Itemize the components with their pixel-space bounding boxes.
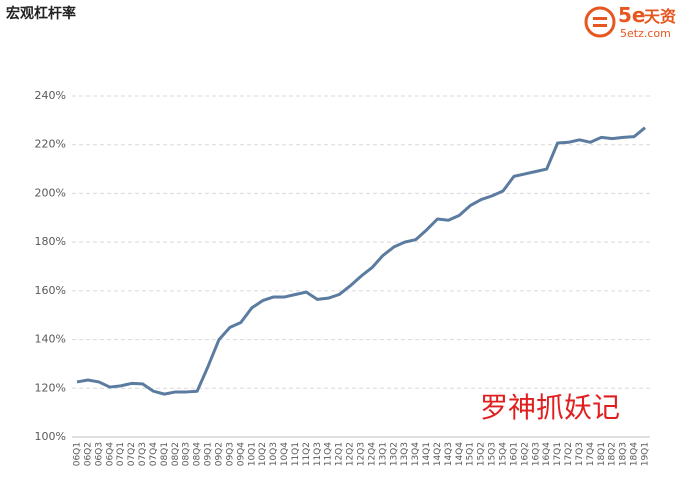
- x-tick-label: 07Q1: [116, 442, 126, 466]
- x-tick-label: 06Q1: [73, 442, 83, 466]
- y-tick-label: 220%: [35, 138, 66, 151]
- x-tick-label: 19Q1: [641, 442, 651, 466]
- x-tick-label: 17Q4: [586, 442, 596, 467]
- x-tick-label: 10Q1: [247, 442, 257, 466]
- x-tick-label: 07Q4: [149, 442, 159, 467]
- x-tick-label: 12Q2: [346, 442, 356, 466]
- x-tick-label: 15Q3: [488, 442, 498, 466]
- logo-icon-bar: [593, 17, 607, 20]
- x-tick-label: 12Q4: [367, 442, 377, 467]
- chart-title: 宏观杠杆率: [6, 5, 76, 22]
- y-tick-label: 120%: [35, 381, 66, 394]
- x-tick-label: 15Q2: [477, 442, 487, 466]
- x-tick-label: 10Q3: [269, 442, 279, 466]
- x-tick-label: 18Q2: [608, 442, 618, 466]
- x-tick-label: 08Q4: [193, 442, 203, 467]
- logo-name: 天资: [644, 7, 676, 26]
- logo: 5e 天资 5etz.com: [584, 3, 676, 40]
- x-tick-label: 06Q3: [94, 442, 104, 466]
- x-tick-label: 09Q2: [215, 442, 225, 466]
- x-tick-label: 13Q1: [378, 442, 388, 466]
- watermark: 罗神抓妖记: [480, 391, 620, 424]
- x-tick-label: 17Q3: [575, 442, 585, 466]
- x-tick-label: 06Q2: [83, 442, 93, 466]
- x-tick-label: 08Q3: [182, 442, 192, 466]
- logo-site: 5etz.com: [620, 27, 671, 40]
- y-tick-label: 180%: [35, 235, 66, 248]
- x-tick-label: 14Q1: [422, 442, 432, 466]
- x-tick-label: 13Q3: [400, 442, 410, 466]
- logo-brand: 5e: [618, 3, 645, 27]
- x-tick-label: 11Q3: [313, 442, 323, 466]
- x-tick-label: 18Q4: [630, 442, 640, 467]
- x-tick-label: 11Q2: [302, 442, 312, 466]
- x-tick-label: 16Q1: [509, 442, 519, 466]
- logo-icon: [584, 6, 616, 38]
- x-tick-label: 16Q3: [531, 442, 541, 466]
- y-tick-label: 140%: [35, 333, 66, 346]
- x-tick-label: 13Q4: [411, 442, 421, 467]
- x-tick-label: 14Q4: [455, 442, 465, 467]
- y-tick-label: 240%: [35, 89, 66, 102]
- x-tick-label: 07Q3: [138, 442, 148, 466]
- x-tick-label: 18Q1: [597, 442, 607, 466]
- x-tick-label: 16Q4: [542, 442, 552, 467]
- x-tick-label: 14Q3: [444, 442, 454, 466]
- series-line: [76, 126, 646, 396]
- x-tick-label: 06Q4: [105, 442, 115, 467]
- x-tick-label: 08Q2: [171, 442, 181, 466]
- x-tick-label: 17Q2: [564, 442, 574, 466]
- x-tick-label: 15Q1: [466, 442, 476, 466]
- x-tick-label: 07Q2: [127, 442, 137, 466]
- x-tick-label: 14Q2: [433, 442, 443, 466]
- x-tick-label: 11Q1: [291, 442, 301, 466]
- x-tick-label: 15Q4: [499, 442, 509, 467]
- logo-icon-bar: [593, 24, 607, 27]
- x-tick-label: 09Q1: [204, 442, 214, 466]
- x-tick-label: 12Q1: [335, 442, 345, 466]
- x-tick-label: 10Q2: [258, 442, 268, 466]
- y-tick-label: 160%: [35, 284, 66, 297]
- x-tick-label: 18Q3: [619, 442, 629, 466]
- x-tick-label: 12Q3: [357, 442, 367, 466]
- x-tick-label: 16Q2: [520, 442, 530, 466]
- y-tick-label: 200%: [35, 186, 66, 199]
- x-tick-label: 09Q3: [225, 442, 235, 466]
- x-tick-label: 17Q1: [553, 442, 563, 466]
- x-tick-label: 11Q4: [324, 442, 334, 467]
- x-tick-label: 08Q1: [160, 442, 170, 466]
- y-tick-label: 100%: [35, 430, 66, 443]
- x-tick-label: 10Q4: [280, 442, 290, 467]
- x-tick-label: 09Q4: [236, 442, 246, 467]
- x-tick-label: 13Q2: [389, 442, 399, 466]
